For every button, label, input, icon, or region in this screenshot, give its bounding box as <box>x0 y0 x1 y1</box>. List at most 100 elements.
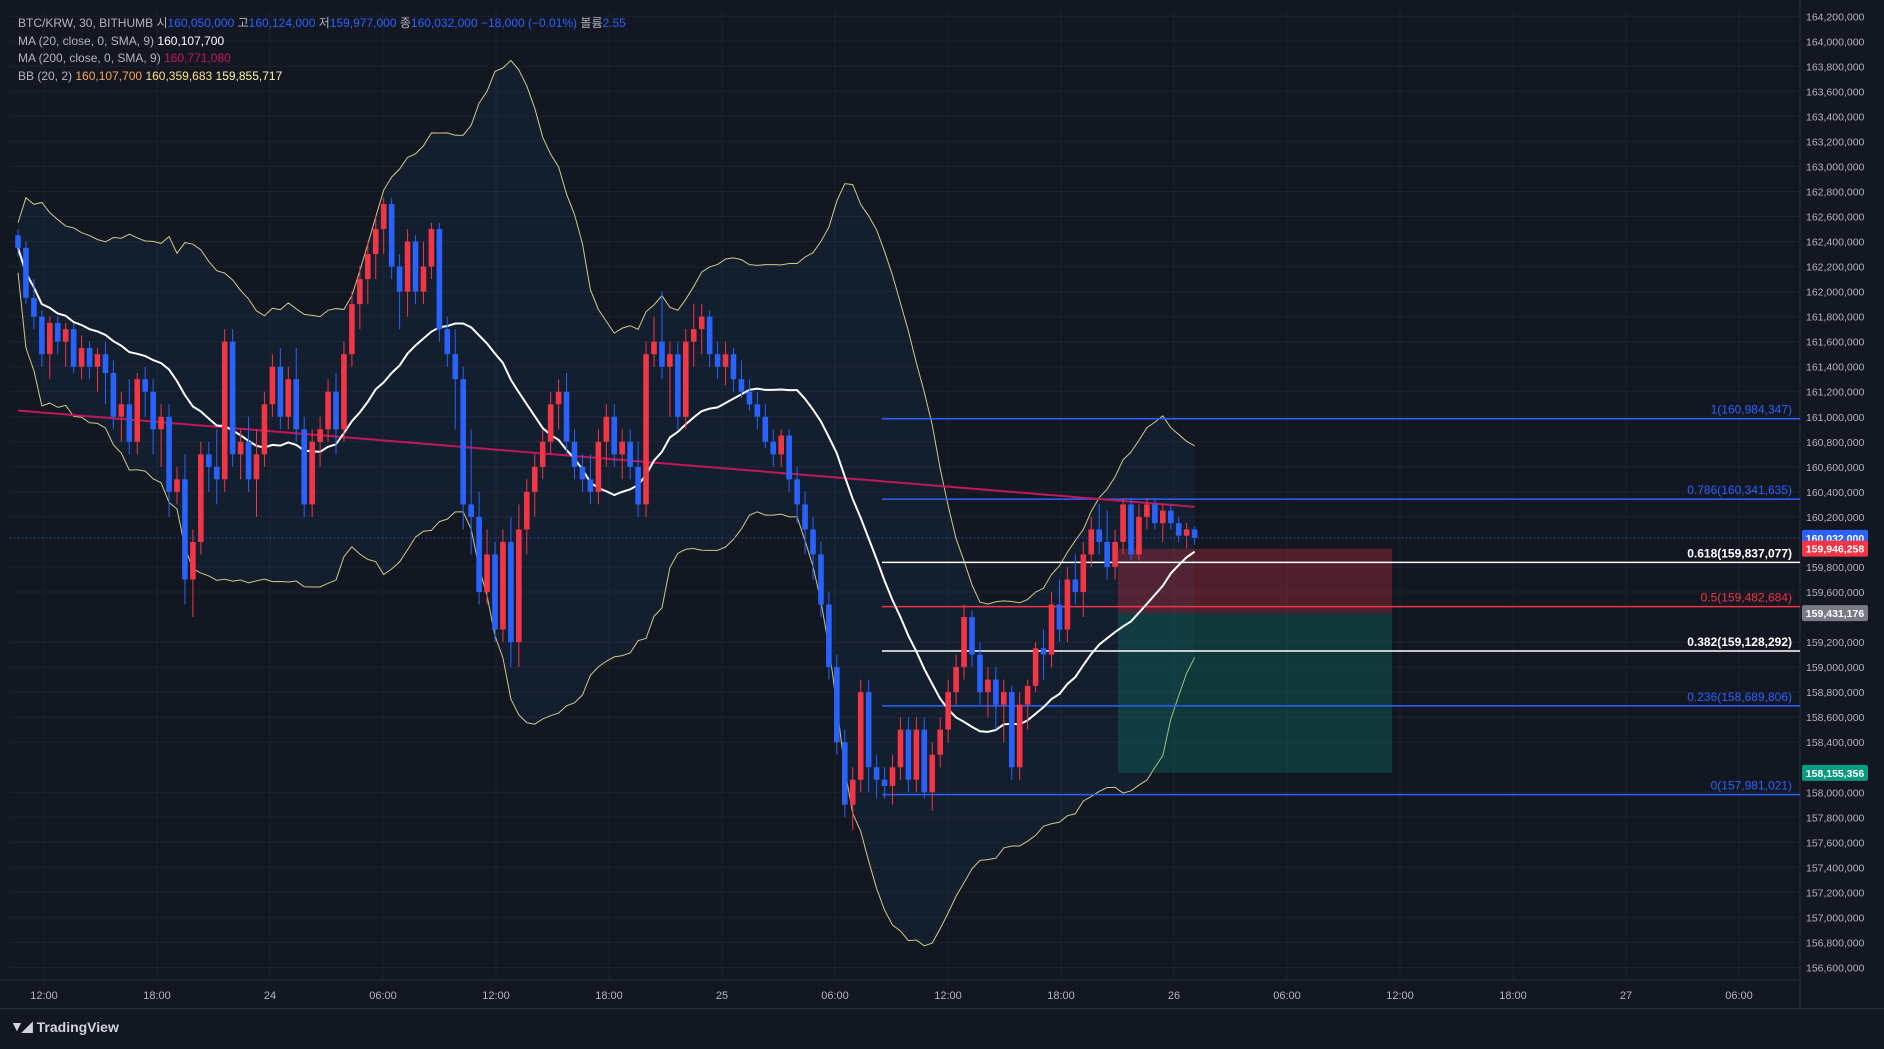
price-tick-label: 157,200,000 <box>1806 887 1865 899</box>
candle-body <box>1144 504 1150 517</box>
candle-body <box>1136 516 1142 555</box>
price-tick-label: 163,000,000 <box>1806 161 1865 173</box>
legend-bb-upper: 160,359,683 <box>145 68 213 83</box>
candle-body <box>1072 579 1079 592</box>
footer-bar <box>0 1008 1884 1045</box>
legend-bb-row[interactable]: BB (20, 2) 160,107,700 160,359,683 159,8… <box>18 68 626 86</box>
price-badge-label: 159,431,176 <box>1806 608 1865 620</box>
candle-body <box>404 241 411 292</box>
price-tick-label: 163,400,000 <box>1806 111 1865 123</box>
fib-level-label: 0.5(159,482,684) <box>1701 591 1792 605</box>
candle-body <box>539 441 546 467</box>
candle-body <box>436 229 443 330</box>
price-tick-label: 158,400,000 <box>1806 737 1865 749</box>
price-tick-label: 158,000,000 <box>1806 787 1865 799</box>
candle-body <box>126 404 133 442</box>
bollinger-upper-line <box>17 59 1195 605</box>
candle-body <box>158 416 164 430</box>
candle-body <box>70 329 77 367</box>
candle-body <box>1016 704 1023 768</box>
candle-body <box>213 466 220 480</box>
candle-body <box>62 329 69 342</box>
legend-close-label: 종 <box>399 16 411 30</box>
price-tick-label: 161,800,000 <box>1806 312 1865 324</box>
candle-body <box>1175 523 1182 536</box>
candle-body <box>571 441 578 467</box>
candle-body <box>516 529 522 643</box>
candle-body <box>428 229 435 267</box>
legend-ma20-row[interactable]: MA (20, close, 0, SMA, 9) 160,107,700 <box>18 33 626 51</box>
candle-body <box>1032 648 1039 686</box>
candle-body <box>722 354 729 367</box>
candle-body <box>953 667 959 693</box>
tradingview-logo[interactable]: ▼◢ TradingView <box>10 1018 119 1035</box>
candle-body <box>762 416 769 442</box>
candle-body <box>460 379 466 505</box>
candle-body <box>94 354 101 367</box>
candle-body <box>23 247 29 298</box>
position-target-zone <box>1118 613 1392 773</box>
legend-ohlc-row: BTC/KRW, 30, BITHUMB 시160,050,000 고160,1… <box>18 15 626 33</box>
candle-body <box>961 617 967 668</box>
price-tick-label: 159,000,000 <box>1806 662 1865 674</box>
candle-body <box>969 617 975 655</box>
time-tick-label: 18:00 <box>1499 990 1527 1002</box>
candle-body <box>786 435 792 480</box>
fib-level-label: 1(160,984,347) <box>1711 403 1792 417</box>
candle-body <box>635 466 641 505</box>
price-tick-label: 159,600,000 <box>1806 587 1865 599</box>
candle-body <box>142 379 148 392</box>
candle-body <box>627 441 633 467</box>
time-tick-label: 26 <box>1168 990 1180 1002</box>
legend-ma20-label: MA (20, close, 0, SMA, 9) <box>18 33 155 48</box>
candle-body <box>420 266 427 292</box>
candle-body <box>579 466 586 480</box>
fib-level-label: 0.618(159,837,077) <box>1687 546 1792 560</box>
time-tick-label: 12:00 <box>30 990 58 1002</box>
candle-body <box>365 254 371 280</box>
plot-background <box>10 10 1800 980</box>
price-tick-label: 162,800,000 <box>1806 186 1865 198</box>
candle-body <box>849 779 856 805</box>
candle-body <box>921 729 928 793</box>
candle-body <box>985 679 991 693</box>
candle-body <box>357 279 363 305</box>
candle-body <box>810 529 816 555</box>
price-tick-label: 157,600,000 <box>1806 837 1865 849</box>
time-tick-label: 12:00 <box>482 990 510 1002</box>
time-tick-label: 25 <box>716 990 728 1002</box>
candle-body <box>690 329 697 342</box>
candle-body <box>1128 504 1134 555</box>
candle-body <box>39 316 45 355</box>
candle-body <box>587 479 594 492</box>
legend-ma20-value: 160,107,700 <box>157 33 225 48</box>
legend-open: 160,050,000 <box>167 16 235 30</box>
candle-body <box>794 479 800 505</box>
legend-symbol[interactable]: BTC/KRW, 30, BITHUMB <box>18 16 154 30</box>
candle-body <box>1183 529 1190 536</box>
candle-body <box>1056 604 1063 630</box>
candle-body <box>1048 604 1055 655</box>
candle-body <box>372 229 379 255</box>
price-tick-label: 161,200,000 <box>1806 387 1865 399</box>
candle-body <box>873 767 880 780</box>
fib-level-label: 0.236(158,689,806) <box>1687 690 1792 704</box>
legend-ma200-row[interactable]: MA (200, close, 0, SMA, 9) 160,771,080 <box>18 50 626 68</box>
candle-body <box>1008 692 1015 768</box>
candle-body <box>253 454 260 480</box>
legend-high: 160,124,000 <box>248 16 316 30</box>
candle-body <box>659 341 665 367</box>
legend-bb-basis: 160,107,700 <box>75 68 143 83</box>
candle-body <box>31 297 37 317</box>
candle-body <box>547 404 554 442</box>
price-badge <box>1802 540 1868 557</box>
legend-change: −18,000 (−0.01%) <box>480 16 578 30</box>
time-tick-label: 24 <box>264 990 276 1002</box>
candle-body <box>730 354 737 380</box>
legend-open-label: 시 <box>156 16 168 30</box>
candle-body <box>78 347 85 367</box>
candle-body <box>301 429 307 505</box>
candle-body <box>166 416 172 492</box>
